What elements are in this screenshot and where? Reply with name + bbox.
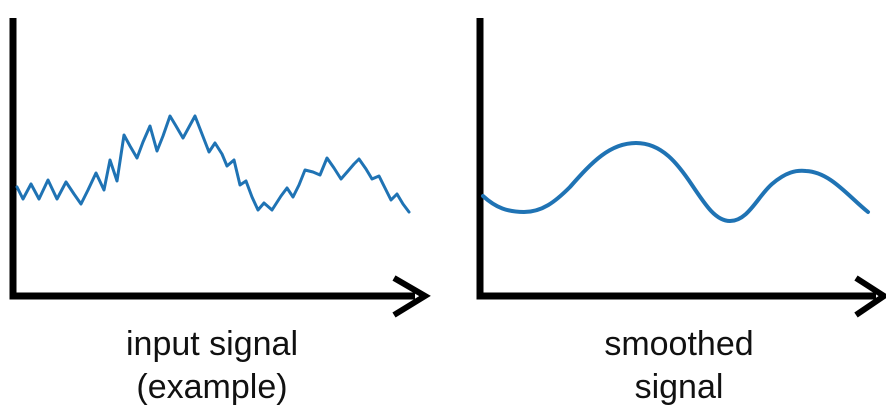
input-axis-arrowhead	[392, 275, 431, 318]
smoothed-signal-curve	[481, 141, 870, 223]
smoothed-caption-line1: smoothed	[604, 325, 753, 363]
input-caption-line1: input signal	[126, 325, 298, 363]
input-axes	[9, 18, 415, 300]
input-signal-line	[15, 114, 411, 214]
smoothed-axes	[476, 18, 876, 300]
input-panel: input signal (example)	[9, 18, 431, 406]
smoothed-axis-arrowhead	[854, 275, 886, 318]
smoothed-caption-line2: signal	[635, 368, 724, 406]
smoothed-panel: smoothed signal	[476, 18, 886, 406]
input-caption-line2: (example)	[136, 368, 287, 406]
